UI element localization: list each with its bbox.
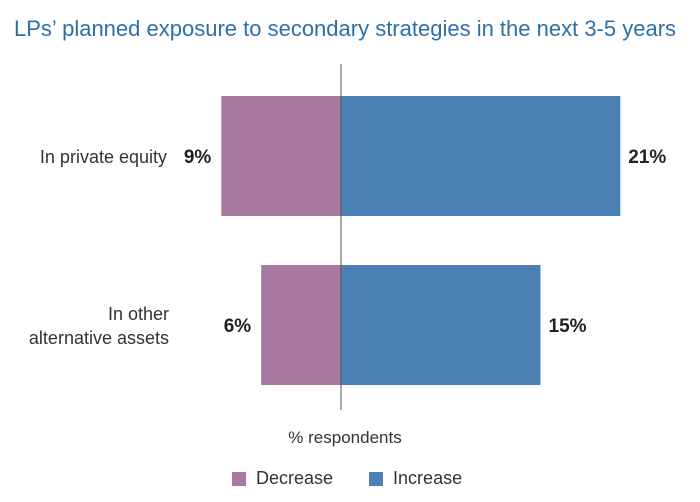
category-label-line: alternative assets <box>29 328 169 348</box>
bar-decrease-1 <box>261 265 341 385</box>
category-label-1: In other alternative assets <box>29 304 169 348</box>
bar-increase-0 <box>341 96 621 216</box>
value-label-increase-0: 21% <box>628 147 666 168</box>
value-label-decrease-1: 6% <box>224 316 252 337</box>
category-label-line: In other <box>108 304 169 324</box>
category-label-0: In private equity <box>40 147 167 167</box>
legend-label-decrease: Decrease <box>256 468 334 488</box>
legend: Decrease Increase <box>232 468 498 489</box>
chart-plot: 9% 21% In private equity 6% 15% In other alter… <box>29 64 666 410</box>
legend-swatch-decrease <box>232 471 246 486</box>
value-label-increase-1: 15% <box>549 316 587 337</box>
value-label-decrease-0: 9% <box>184 147 212 168</box>
bar-increase-1 <box>341 265 541 385</box>
bar-decrease-0 <box>221 96 341 216</box>
legend-item-increase: Increase <box>369 468 462 489</box>
legend-label-increase: Increase <box>393 468 463 488</box>
legend-item-decrease: Decrease <box>232 468 333 489</box>
category-label-line: In private equity <box>40 147 167 167</box>
legend-swatch-increase <box>369 471 384 486</box>
x-axis-label: % respondents <box>288 428 402 447</box>
chart-title: LPs’ planned exposure to secondary strat… <box>14 16 677 41</box>
